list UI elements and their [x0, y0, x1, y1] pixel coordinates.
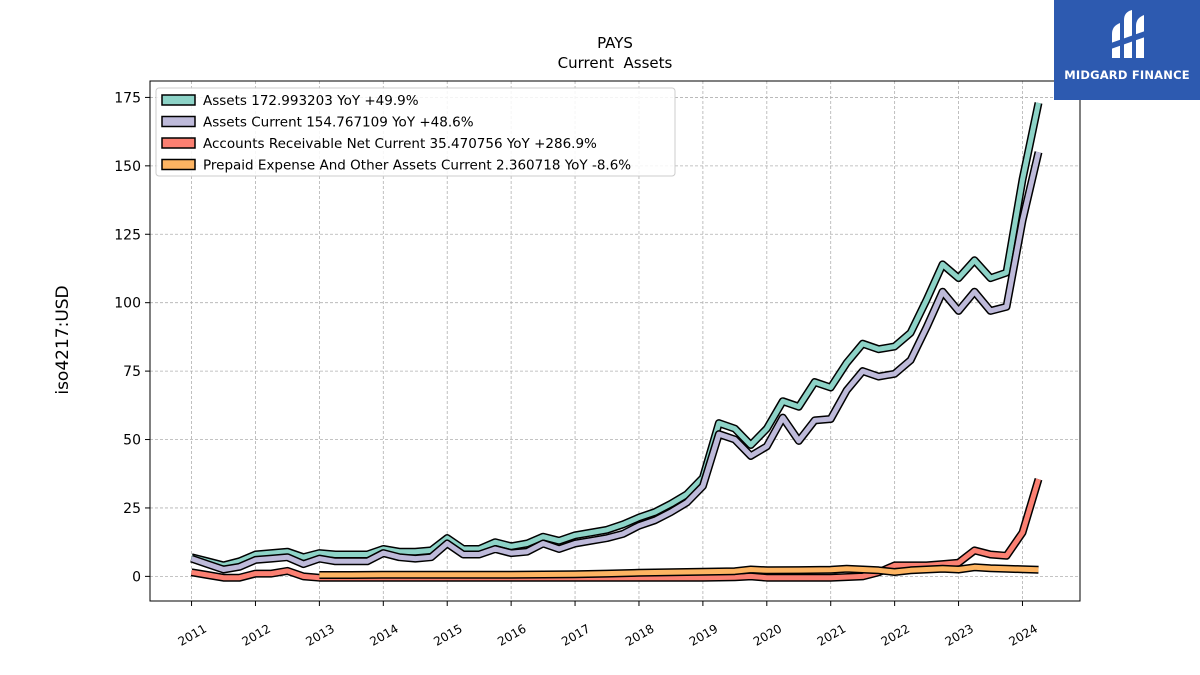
y-tick-label: 75 [123, 364, 141, 380]
legend-label: Assets Current 154.767109 YoY +48.6% [203, 115, 474, 131]
x-tick-label: 2022 [879, 621, 912, 648]
series-line [190, 151, 1041, 572]
legend-swatch [161, 158, 196, 171]
x-axis: 2011 2012 2013 2014 2015 2016 2017 2018 2019 2020… [176, 601, 1040, 649]
series-lines [190, 102, 1043, 582]
x-tick-label: 2018 [623, 621, 656, 648]
x-tick-label: 2012 [240, 621, 273, 648]
chart-title: PAYS [597, 34, 633, 52]
legend-label: Assets 172.993203 YoY +49.9% [203, 93, 419, 109]
y-tick-label: 0 [132, 569, 141, 585]
logo: MIDGARD FINANCE [1054, 0, 1200, 100]
midgard-logo-icon [1108, 10, 1148, 58]
legend-swatch [161, 137, 196, 149]
x-tick-label: 2014 [367, 621, 400, 648]
plot-area-frame [149, 80, 1081, 602]
y-tick-label: 50 [123, 433, 141, 449]
y-axis-label: iso4217:USD [53, 285, 73, 394]
legend-swatch [161, 115, 196, 128]
legend-swatch [161, 94, 196, 106]
y-tick-label: 25 [123, 501, 141, 517]
y-tick-label: 175 [114, 90, 141, 106]
x-tick-label: 2024 [1007, 621, 1040, 648]
x-tick-label: 2015 [431, 621, 464, 648]
legend-box [155, 87, 676, 177]
series-line [190, 102, 1041, 568]
series-line [319, 564, 1039, 578]
y-axis: 0 25 50 75 100 125 150 175 [114, 90, 150, 585]
y-tick-label: 100 [114, 296, 141, 312]
x-tick-label: 2023 [943, 621, 976, 648]
y-tick-label: 150 [114, 159, 141, 175]
y-tick-label: 125 [114, 227, 141, 243]
x-tick-label: 2013 [303, 621, 336, 648]
logo-text: MIDGARD FINANCE [1064, 68, 1190, 82]
series-line [191, 478, 1041, 581]
x-tick-label: 2020 [751, 621, 784, 648]
x-tick-label: 2016 [495, 621, 528, 648]
legend-label: Prepaid Expense And Other Assets Current… [203, 158, 631, 174]
x-tick-label: 2019 [687, 621, 720, 648]
legend: Assets 172.993203 YoY +49.9% Assets Curre… [155, 87, 676, 177]
chart-subtitle: Current Assets [558, 54, 673, 72]
x-tick-label: 2021 [815, 621, 848, 648]
x-tick-label: 2011 [176, 621, 209, 648]
legend-label: Accounts Receivable Net Current 35.47075… [203, 136, 597, 152]
x-tick-label: 2017 [559, 621, 592, 648]
